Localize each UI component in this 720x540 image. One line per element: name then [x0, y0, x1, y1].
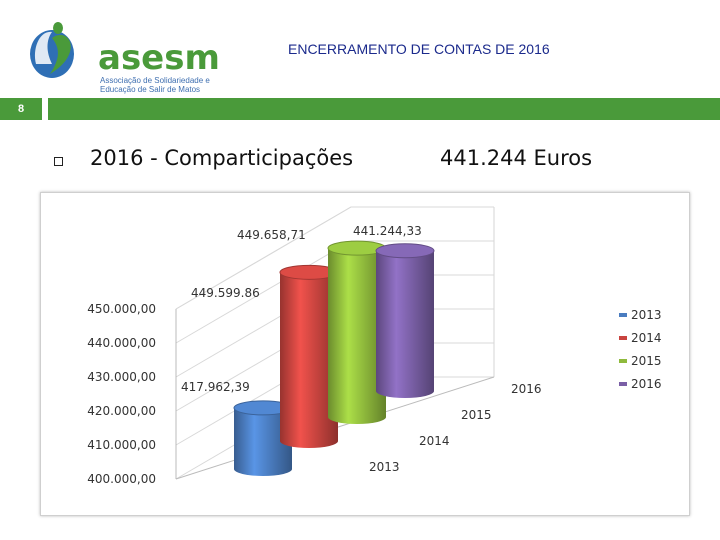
y-tick-label: 420.000,00	[87, 404, 156, 418]
x-tick-label-2013: 2013	[369, 460, 400, 474]
legend-swatch-2016	[619, 382, 627, 386]
logo-wordmark: asesm	[98, 38, 220, 78]
x-tick-label-2016: 2016	[511, 382, 542, 396]
legend-label-2013: 2013	[631, 308, 662, 322]
data-label-2013: 417.962,39	[181, 380, 250, 394]
x-tick-label-2014: 2014	[419, 434, 450, 448]
legend-label-2015: 2015	[631, 354, 662, 368]
bar-2015	[328, 248, 386, 424]
legend-swatch-2013	[619, 313, 627, 317]
bar-2016	[376, 250, 434, 398]
page-number: 8	[0, 98, 42, 120]
data-label-2016: 441.244,33	[353, 224, 422, 238]
header-divider-bar	[48, 98, 720, 120]
bar-2014	[280, 272, 338, 448]
y-tick-label: 410.000,00	[87, 438, 156, 452]
legend-swatch-2015	[619, 359, 627, 363]
legend-label-2014: 2014	[631, 331, 662, 345]
y-tick-label: 450.000,00	[87, 302, 156, 316]
gridline	[175, 206, 352, 310]
cylinder-bar-chart: 400.000,00 410.000,00 420.000,00 430.000,00…	[87, 206, 662, 486]
y-tick-label: 440.000,00	[87, 336, 156, 350]
bar-2013	[234, 407, 292, 476]
data-label-2014: 449.599.86	[191, 286, 260, 300]
bullet-amount: 441.244 Euros	[440, 146, 593, 170]
slide-title: ENCERRAMENTO DE CONTAS DE 2016	[288, 41, 550, 57]
gridline	[175, 240, 352, 344]
asesm-logo: asesm Associação de Solidariedade e Educ…	[22, 18, 220, 94]
bullet-label: 2016 - Comparticipações	[90, 146, 354, 170]
logo-subtitle: Associação de Solidariedade e Educação d…	[100, 76, 210, 94]
y-tick-label: 400.000,00	[87, 472, 156, 486]
x-tick-label-2015: 2015	[461, 408, 492, 422]
data-label-2015: 449.658,71	[237, 228, 306, 242]
hands-icon	[30, 22, 74, 78]
chart-frame: 400.000,00 410.000,00 420.000,00 430.000,00…	[40, 192, 690, 516]
legend-label-2016: 2016	[631, 377, 662, 391]
bar-top-2016	[375, 243, 435, 259]
y-tick-label: 430.000,00	[87, 370, 156, 384]
bullet-square-icon	[54, 157, 63, 166]
legend-swatch-2014	[619, 336, 627, 340]
